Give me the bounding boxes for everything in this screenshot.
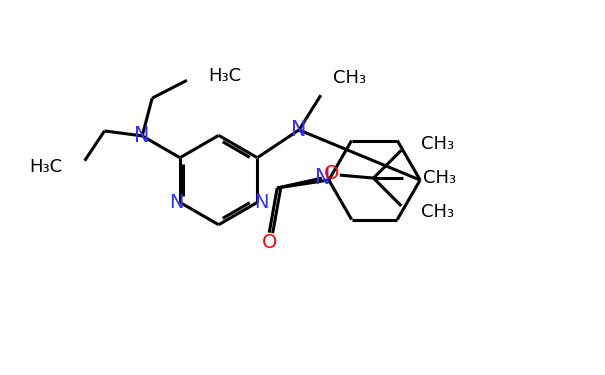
Text: H₃C: H₃C xyxy=(209,68,242,86)
Text: CH₃: CH₃ xyxy=(421,203,454,221)
Text: N: N xyxy=(291,120,307,140)
Text: O: O xyxy=(261,233,277,252)
Text: CH₃: CH₃ xyxy=(423,169,456,187)
Text: O: O xyxy=(324,164,339,183)
Text: N: N xyxy=(134,126,150,146)
Text: H₃C: H₃C xyxy=(30,158,63,176)
Text: CH₃: CH₃ xyxy=(333,69,366,87)
Text: N: N xyxy=(315,168,330,188)
Text: N: N xyxy=(169,193,183,212)
Text: CH₃: CH₃ xyxy=(421,135,454,153)
Text: N: N xyxy=(254,193,269,212)
